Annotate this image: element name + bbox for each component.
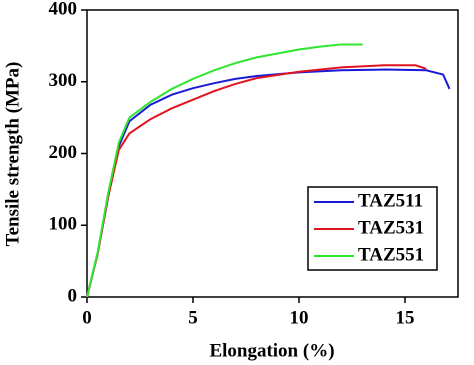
y-tick-label: 200 [49, 142, 78, 163]
y-tick-label: 400 [49, 0, 78, 19]
y-tick-label: 100 [49, 214, 78, 235]
legend-label: TAZ511 [358, 190, 423, 211]
legend-label: TAZ531 [358, 217, 424, 238]
y-axis-label: Tensile strength (MPa) [2, 62, 23, 247]
x-axis-label: Elongation (%) [209, 340, 334, 361]
y-tick-label: 300 [49, 70, 78, 91]
y-tick-label: 0 [68, 285, 78, 306]
x-tick-label: 0 [82, 307, 92, 328]
line [86, 43, 363, 298]
line [86, 64, 427, 298]
x-tick-label: 15 [396, 307, 415, 328]
legend-label: TAZ551 [358, 244, 424, 265]
x-tick-label: 10 [290, 307, 309, 328]
x-tick-label: 5 [188, 307, 198, 328]
